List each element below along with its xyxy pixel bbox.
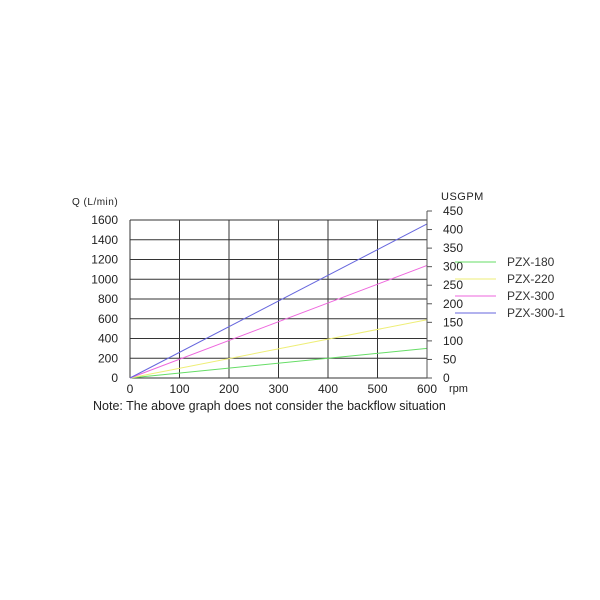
y2-tick-label: 300 (443, 260, 463, 274)
series-lines (129, 223, 428, 379)
x-tick-label: 600 (417, 382, 437, 396)
legend-label: PZX-300-1 (507, 306, 565, 320)
y-tick-label: 200 (98, 351, 118, 365)
series-line-pzx-300 (129, 264, 428, 379)
y2-axis-title: USGPM (441, 191, 484, 203)
y2-tick-label: 400 (443, 223, 463, 237)
y-tick-label: 1000 (91, 272, 118, 286)
y2-tick-label: 0 (443, 371, 450, 385)
y-tick-label: 400 (98, 332, 118, 346)
y-tick-label: 600 (98, 312, 118, 326)
y2-tick-label: 350 (443, 241, 463, 255)
y2-tick-label: 150 (443, 315, 463, 329)
y-axis-title: Q (L/min) (72, 197, 118, 208)
series-line-pzx-220 (129, 319, 428, 379)
footnote: Note: The above graph does not consider … (93, 399, 446, 413)
legend-label: PZX-180 (507, 255, 555, 269)
y2-axis-ticks: 0 50 100 150 200 250 300 350 400 450 (427, 204, 463, 385)
x-tick-label: 400 (318, 382, 338, 396)
series-line-pzx-300-1 (129, 223, 428, 379)
grid (129, 219, 428, 379)
x-tick-label: 300 (268, 382, 288, 396)
y-axis-ticks: 0 200 400 600 800 1000 1200 1400 1600 (91, 213, 118, 385)
series-line-pzx-180 (129, 347, 428, 379)
y2-tick-label: 250 (443, 278, 463, 292)
x-tick-label: 500 (367, 382, 387, 396)
x-axis-ticks: 0 100 200 300 400 500 600 (127, 382, 438, 396)
x-tick-label: 0 (127, 382, 134, 396)
legend: PZX-180 PZX-220 PZX-300 PZX-300-1 (455, 255, 565, 320)
y2-tick-label: 450 (443, 204, 463, 218)
legend-label: PZX-300 (507, 289, 555, 303)
y2-tick-label: 50 (443, 352, 457, 366)
y-tick-label: 800 (98, 292, 118, 306)
y-tick-label: 1200 (91, 253, 118, 267)
y-tick-label: 1600 (91, 213, 118, 227)
y2-tick-label: 100 (443, 334, 463, 348)
legend-label: PZX-220 (507, 272, 555, 286)
x-tick-label: 100 (169, 382, 189, 396)
x-axis-title: rpm (449, 383, 468, 395)
x-tick-label: 200 (219, 382, 239, 396)
y-tick-label: 1400 (91, 233, 118, 247)
y-tick-label: 0 (111, 371, 118, 385)
y2-tick-label: 200 (443, 297, 463, 311)
